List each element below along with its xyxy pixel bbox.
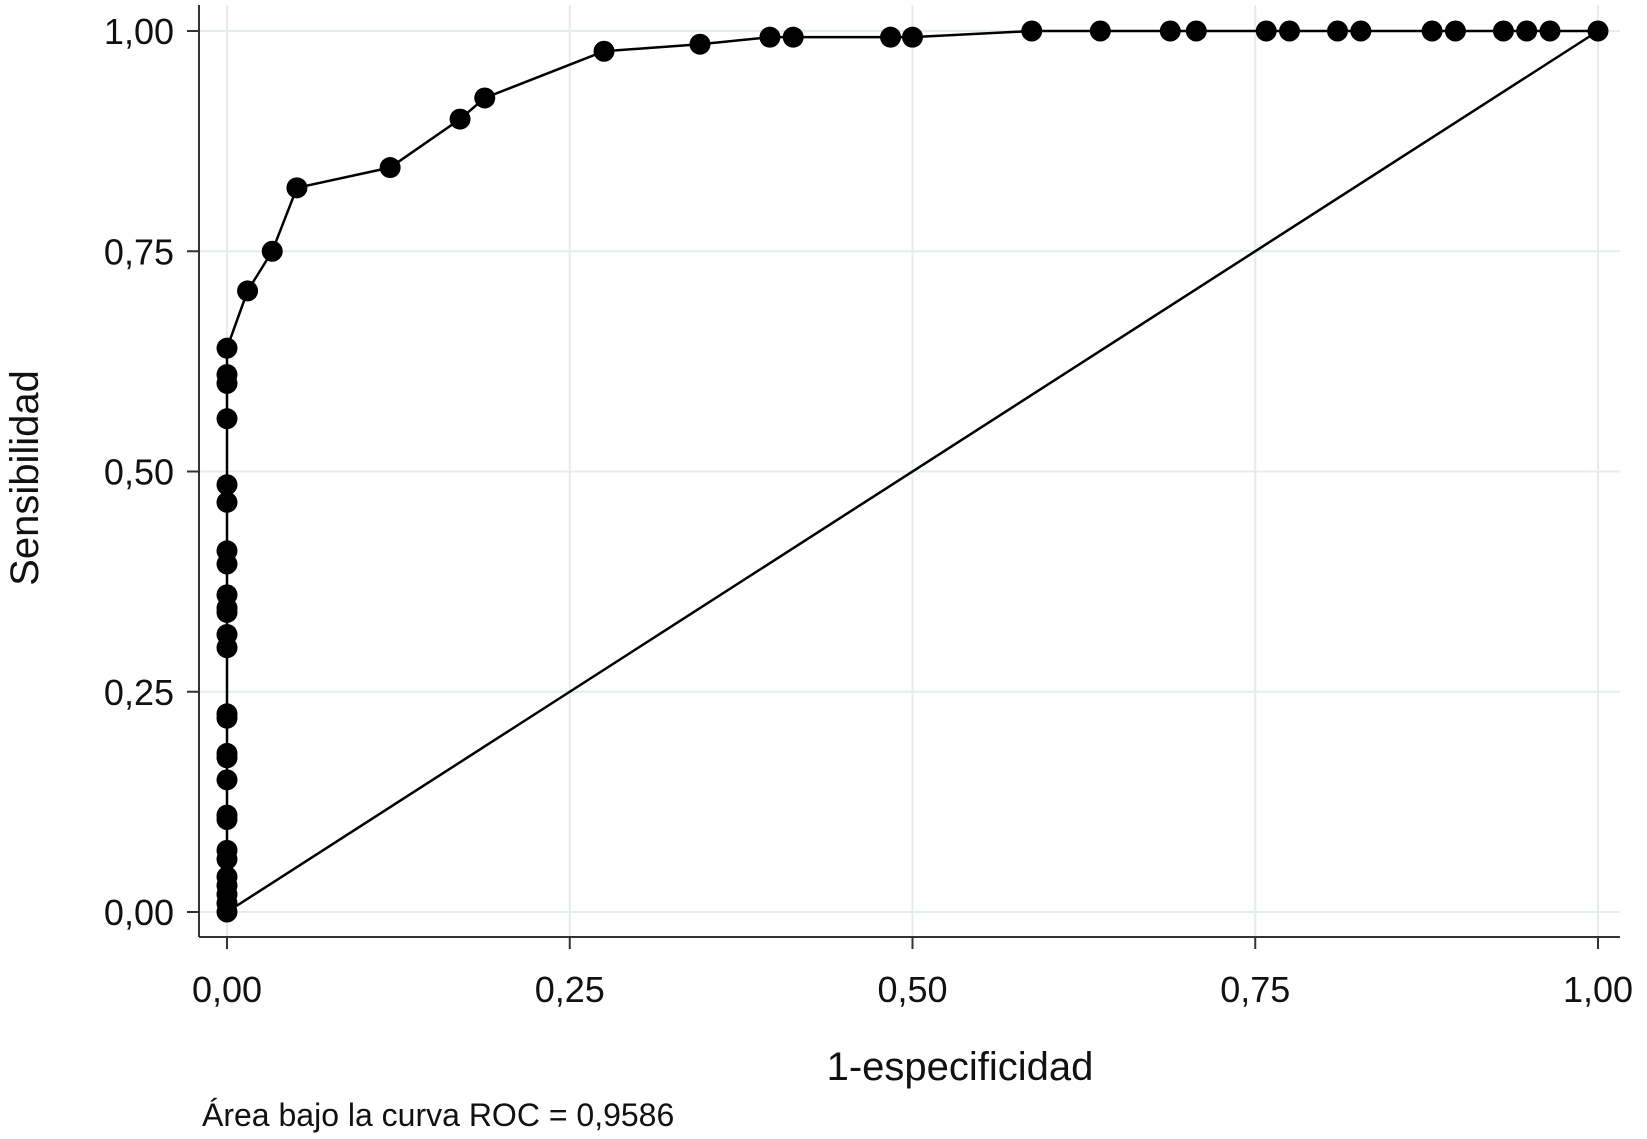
y-tick-label: 0,25 xyxy=(104,672,174,713)
roc-point xyxy=(216,474,238,496)
roc-point xyxy=(449,108,471,130)
roc-point xyxy=(261,240,283,262)
roc-point xyxy=(216,839,238,861)
roc-point xyxy=(1421,20,1443,42)
roc-point xyxy=(880,26,902,48)
roc-point xyxy=(1327,20,1349,42)
y-axis-title: Sensibilidad xyxy=(3,370,47,586)
roc-point xyxy=(1539,20,1561,42)
reference-diagonal-line xyxy=(226,29,1599,914)
roc-point xyxy=(216,703,238,725)
roc-point xyxy=(216,623,238,645)
roc-point xyxy=(1255,20,1277,42)
roc-point xyxy=(216,540,238,562)
roc-point xyxy=(1587,20,1609,42)
roc-point xyxy=(1089,20,1111,42)
roc-point xyxy=(1516,20,1538,42)
roc-point xyxy=(1021,20,1043,42)
roc-point xyxy=(689,33,711,55)
roc-point xyxy=(286,177,308,199)
x-axis-ticks: 0,00 0,25 0,50 0,75 1,00 xyxy=(192,937,1633,1010)
y-axis-ticks: 0,00 0,25 0,50 0,75 1,00 xyxy=(104,11,199,933)
roc-point xyxy=(759,26,781,48)
roc-point xyxy=(216,408,238,430)
roc-point xyxy=(216,491,238,513)
roc-point xyxy=(1279,20,1301,42)
auc-annotation: Área bajo la curva ROC = 0,9586 xyxy=(202,1097,674,1133)
roc-point xyxy=(1492,20,1514,42)
roc-point xyxy=(216,769,238,791)
roc-point xyxy=(1350,20,1372,42)
roc-point xyxy=(593,40,615,62)
x-tick-label: 0,00 xyxy=(192,969,262,1010)
roc-point xyxy=(379,157,401,179)
roc-point xyxy=(216,584,238,606)
roc-point xyxy=(216,337,238,359)
roc-point xyxy=(1185,20,1207,42)
roc-point xyxy=(216,804,238,826)
roc-data-points xyxy=(216,20,1609,923)
x-axis-title: 1-especificidad xyxy=(827,1045,1094,1089)
roc-point xyxy=(1444,20,1466,42)
roc-point xyxy=(782,26,804,48)
roc-point xyxy=(216,742,238,764)
y-tick-label: 0,75 xyxy=(104,231,174,272)
x-tick-label: 0,50 xyxy=(877,969,947,1010)
roc-point xyxy=(216,364,238,386)
x-tick-label: 0,25 xyxy=(535,969,605,1010)
roc-point xyxy=(902,26,923,48)
y-tick-label: 0,00 xyxy=(104,892,174,933)
roc-point xyxy=(216,866,238,888)
x-tick-label: 1,00 xyxy=(1563,969,1633,1010)
roc-point xyxy=(237,280,259,302)
y-tick-label: 0,50 xyxy=(104,452,174,493)
roc-point xyxy=(1159,20,1181,42)
y-tick-label: 1,00 xyxy=(104,11,174,52)
x-tick-label: 0,75 xyxy=(1220,969,1290,1010)
roc-point xyxy=(474,87,496,109)
